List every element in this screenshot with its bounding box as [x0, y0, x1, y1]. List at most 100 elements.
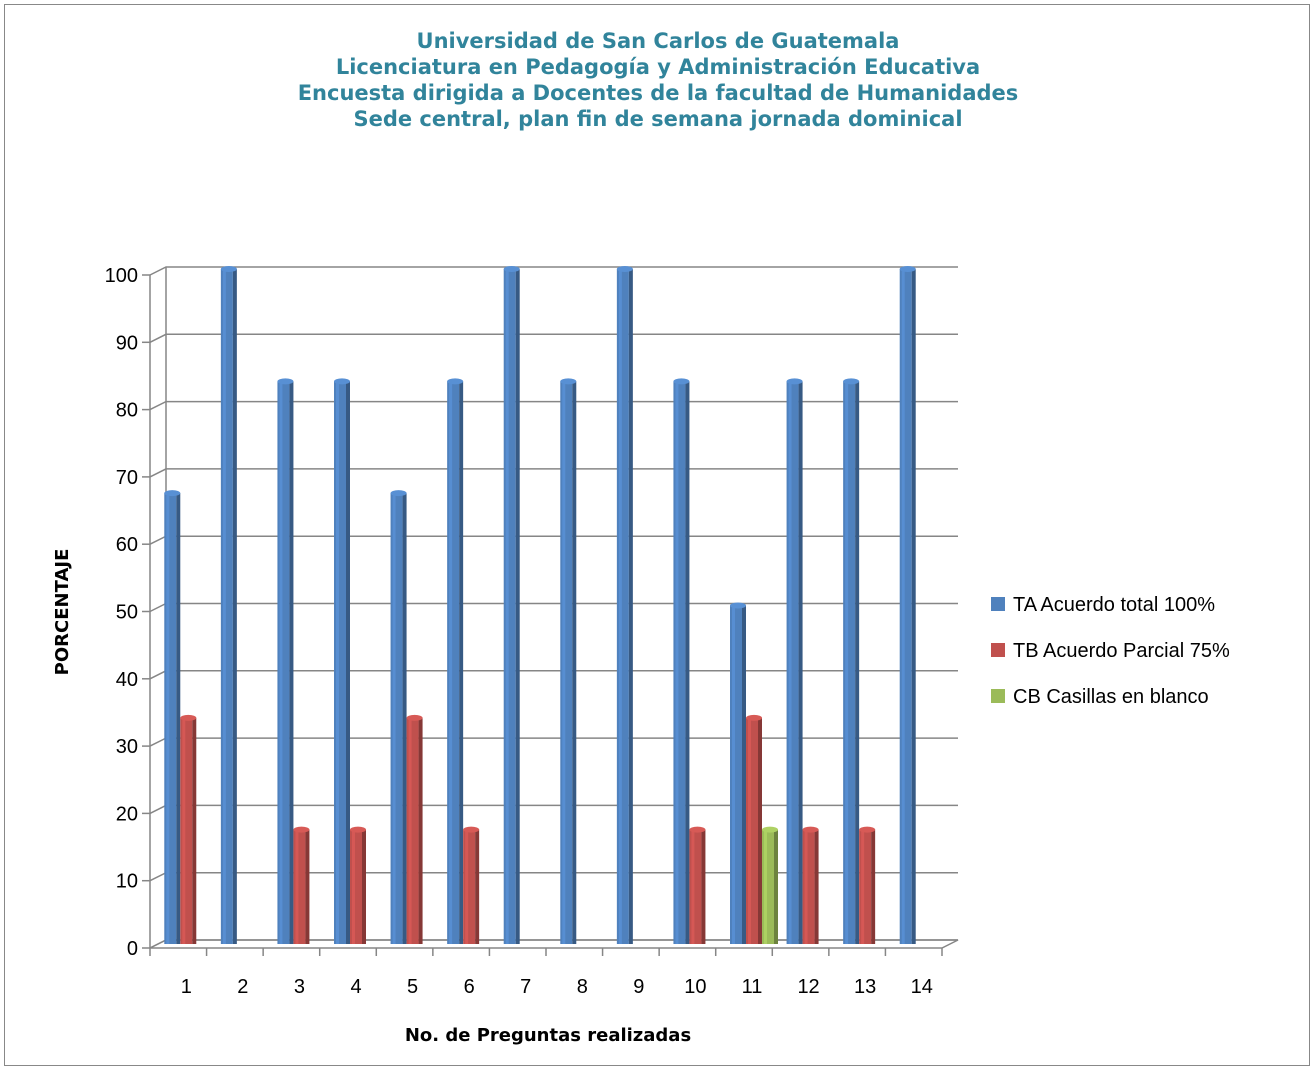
title-line-4: Sede central, plan fin de semana jornada… — [353, 107, 963, 131]
bar — [786, 378, 803, 944]
bar-face — [406, 717, 419, 944]
y-tick-label: 80 — [116, 400, 138, 422]
bar — [220, 266, 237, 944]
bar-top — [390, 490, 407, 497]
bar-face — [350, 829, 362, 944]
x-tick-label: 5 — [407, 976, 418, 998]
y-tick-label: 60 — [116, 534, 138, 556]
title-line-2: Licenciatura en Pedagogía y Administraci… — [335, 55, 981, 79]
bar-face — [220, 269, 233, 944]
bar-highlight — [449, 381, 453, 944]
bar-face — [390, 493, 403, 944]
title-line-1: Universidad de San Carlos de Guatemala — [416, 29, 900, 53]
bar — [390, 490, 407, 944]
legend: TA Acuerdo total 100% TB Acuerdo Parcial … — [991, 594, 1230, 708]
bar-top — [786, 378, 803, 385]
bar-side — [289, 381, 294, 944]
bar-side — [628, 269, 633, 944]
bar-face — [293, 829, 306, 944]
bar-top — [503, 266, 520, 272]
bar-face — [673, 381, 686, 944]
bar — [334, 378, 350, 944]
bar-highlight — [901, 269, 905, 944]
y-tick-label: 40 — [116, 669, 138, 691]
bar-face — [560, 381, 573, 944]
bar — [503, 266, 520, 944]
bar-top — [447, 378, 464, 385]
gridline — [149, 400, 958, 411]
bar-face — [746, 717, 758, 944]
bar-face — [802, 829, 815, 944]
bar-top — [673, 378, 690, 385]
bar-side — [362, 829, 366, 944]
x-tick-label: 3 — [294, 976, 305, 998]
bar-top — [350, 826, 366, 833]
bar-face — [334, 381, 346, 944]
bar-side — [742, 605, 746, 944]
x-tick-label: 7 — [520, 976, 531, 998]
bar-side — [232, 269, 237, 944]
bar-highlight — [691, 829, 695, 944]
x-tick-label: 6 — [464, 976, 475, 998]
bar-highlight — [182, 717, 186, 944]
legend-swatch — [991, 689, 1005, 703]
bar — [447, 378, 464, 944]
y-tick-label: 70 — [116, 467, 138, 489]
bar-top — [802, 826, 819, 833]
bar — [746, 714, 762, 944]
bar-face — [689, 829, 702, 944]
x-axis-title: No. de Preguntas realizadas — [405, 1025, 691, 1046]
bar-side — [475, 829, 480, 944]
legend-swatch — [991, 597, 1005, 611]
bar-face — [447, 381, 460, 944]
bar-side — [685, 381, 690, 944]
bars — [164, 266, 916, 944]
bar-top — [406, 714, 423, 721]
legend-swatch — [991, 643, 1005, 657]
bar-top — [616, 266, 633, 272]
bar — [859, 826, 876, 944]
y-axis: 0 10 20 30 40 50 60 70 80 90 100 — [105, 265, 167, 960]
bar — [762, 826, 778, 944]
bar-face — [899, 269, 912, 944]
bar — [899, 266, 916, 944]
bar-highlight — [732, 605, 735, 944]
bar-highlight — [336, 381, 339, 944]
bar-top — [277, 378, 294, 385]
bar-top — [843, 378, 860, 385]
bar-top — [463, 826, 480, 833]
y-axis-title: PORCENTAJE — [52, 549, 73, 676]
plot-floor — [149, 939, 959, 949]
bar-highlight — [222, 269, 226, 944]
chart-title: Universidad de San Carlos de Guatemala L… — [0, 28, 1316, 132]
bar — [843, 378, 860, 944]
bar-side — [701, 829, 706, 944]
bar-side — [911, 269, 916, 944]
gridlines — [149, 266, 958, 949]
legend-label: CB Casillas en blanco — [1013, 686, 1209, 708]
bar-side — [346, 381, 350, 944]
x-tick-label: 10 — [684, 976, 706, 998]
bar-highlight — [562, 381, 566, 944]
bar-face — [503, 269, 516, 944]
bar-highlight — [804, 829, 808, 944]
bar-highlight — [618, 269, 622, 944]
x-tick-label: 13 — [854, 976, 876, 998]
bar-face — [463, 829, 476, 944]
bar — [463, 826, 480, 944]
bar-highlight — [748, 717, 751, 944]
bar-highlight — [465, 829, 469, 944]
gridline — [149, 535, 958, 545]
bar-side — [814, 829, 819, 944]
bar-side — [418, 717, 423, 944]
y-tick-label: 30 — [116, 736, 138, 758]
x-axis: 1 2 3 4 5 6 7 8 9 10 11 12 13 14 — [149, 948, 943, 998]
gridline — [149, 737, 958, 747]
x-tick-label: 1 — [181, 976, 192, 998]
bar-top — [164, 490, 181, 497]
bar-highlight — [352, 829, 355, 944]
bar — [673, 378, 690, 944]
gridline — [149, 602, 958, 613]
bar-top — [180, 714, 197, 721]
